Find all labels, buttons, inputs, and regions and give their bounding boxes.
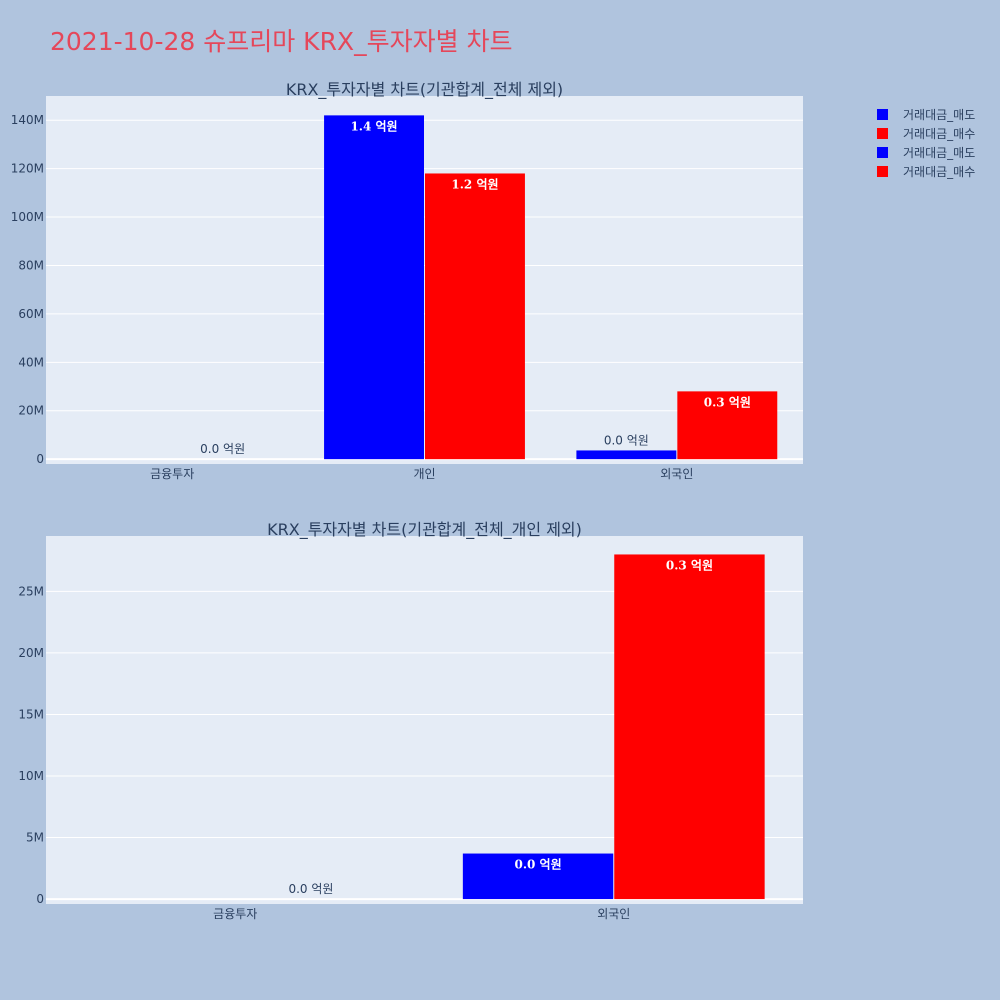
- y-tick-label: 0: [36, 452, 44, 466]
- y-tick-label: 20M: [18, 404, 44, 418]
- data-label: 0.3 억원: [666, 558, 713, 572]
- legend-swatch: [877, 166, 888, 177]
- y-tick-label: 10M: [18, 769, 44, 783]
- chart-title: KRX_투자자별 차트(기관합계_전체_개인 제외): [267, 520, 582, 540]
- legend-swatch: [877, 128, 888, 139]
- legend-item: 거래대금_매도: [903, 146, 975, 160]
- y-tick-label: 120M: [11, 162, 44, 176]
- data-label: 1.2 억원: [451, 177, 498, 191]
- bar-sell: [462, 853, 614, 900]
- data-label: 0.0 억원: [200, 442, 245, 456]
- legend-swatch: [877, 109, 888, 120]
- x-tick-label: 금융투자: [150, 467, 194, 481]
- legend-item: 거래대금_매도: [903, 108, 975, 122]
- x-tick-label: 외국인: [660, 467, 693, 481]
- data-label: 1.4 억원: [350, 119, 397, 133]
- page-title: 2021-10-28 슈프리마 KRX_투자자별 차트: [50, 27, 513, 56]
- y-tick-label: 140M: [11, 113, 44, 127]
- y-tick-label: 15M: [18, 707, 44, 721]
- bar-buy: [677, 391, 778, 460]
- bar-sell: [324, 115, 424, 460]
- y-tick-label: 100M: [11, 210, 44, 224]
- x-tick-label: 금융투자: [213, 907, 257, 921]
- data-label: 0.0 억원: [604, 433, 649, 447]
- data-label: 0.3 억원: [704, 395, 751, 409]
- bar-buy: [425, 173, 525, 460]
- chart-title: KRX_투자자별 차트(기관합계_전체 제외): [286, 80, 563, 100]
- data-label: 0.0 억원: [288, 882, 333, 896]
- legend-swatch: [877, 147, 888, 158]
- y-tick-label: 0: [36, 892, 44, 906]
- y-tick-label: 80M: [18, 258, 44, 272]
- y-tick-label: 40M: [18, 355, 44, 369]
- x-tick-label: 외국인: [597, 907, 630, 921]
- y-tick-label: 60M: [18, 307, 44, 321]
- y-tick-label: 25M: [18, 584, 44, 598]
- y-tick-label: 5M: [26, 831, 44, 845]
- y-tick-label: 20M: [18, 646, 44, 660]
- legend-item: 거래대금_매수: [903, 165, 975, 179]
- legend-item: 거래대금_매수: [903, 127, 975, 141]
- plot-area: [46, 96, 803, 464]
- x-tick-label: 개인: [413, 467, 435, 481]
- bar-sell: [576, 450, 677, 460]
- bar-buy: [614, 554, 765, 900]
- data-label: 0.0 억원: [514, 858, 561, 872]
